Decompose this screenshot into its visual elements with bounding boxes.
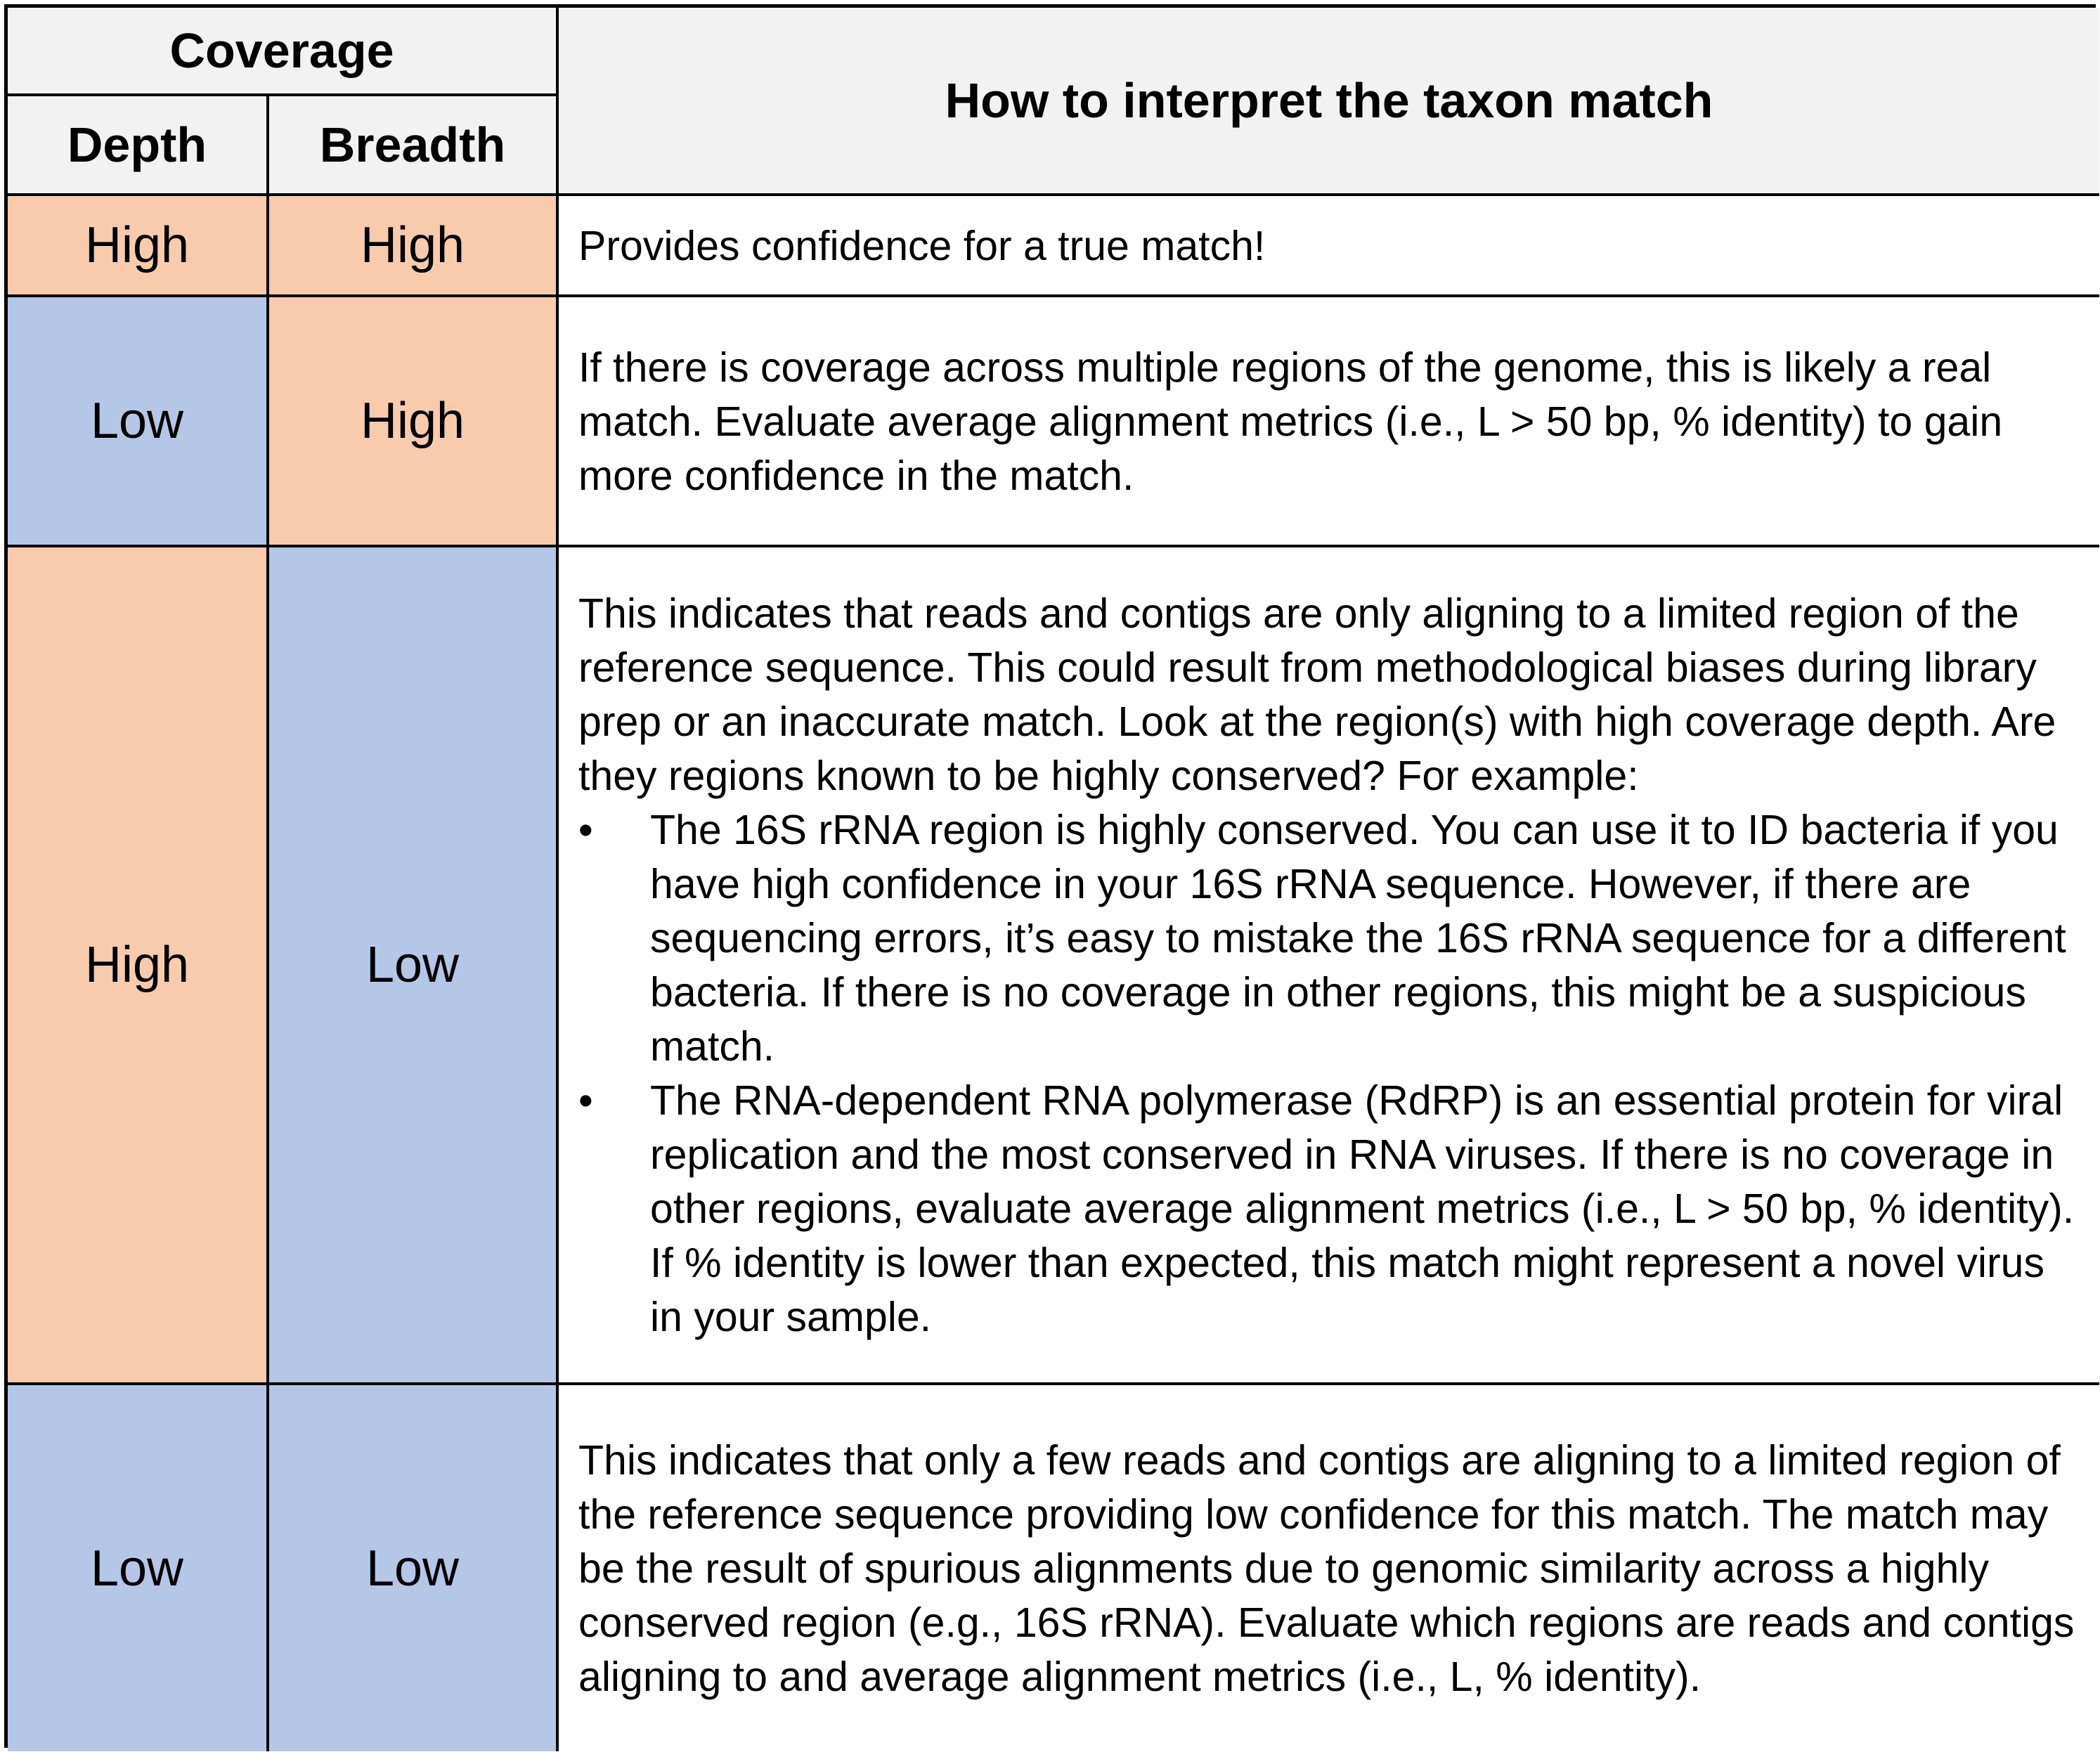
- interpretation-cell: If there is coverage across multiple reg…: [559, 297, 2099, 547]
- list-item: • The 16S rRNA region is highly conserved…: [578, 803, 2082, 1074]
- breadth-cell: High: [269, 196, 559, 297]
- breadth-cell: Low: [269, 547, 559, 1385]
- depth-cell: High: [8, 196, 269, 297]
- bullet-icon: •: [578, 1077, 593, 1124]
- interpretation-header: How to interpret the taxon match: [559, 8, 2099, 196]
- depth-cell: High: [8, 547, 269, 1385]
- example-list: • The 16S rRNA region is highly conserved…: [578, 803, 2082, 1344]
- interpretation-text: Provides confidence for a true match!: [578, 222, 1266, 269]
- list-item-text: The 16S rRNA region is highly conserved.…: [650, 807, 2066, 1070]
- interpretation-cell: This indicates that only a few reads and…: [559, 1385, 2099, 1751]
- depth-cell: Low: [8, 1385, 269, 1751]
- coverage-header: Coverage: [8, 8, 559, 96]
- coverage-interpretation-table: Coverage How to interpret the taxon matc…: [4, 4, 2099, 1751]
- interpretation-text: If there is coverage across multiple reg…: [578, 344, 2003, 499]
- interpretation-cell: Provides confidence for a true match!: [559, 196, 2099, 297]
- list-item-text: The RNA-dependent RNA polymerase (RdRP) …: [650, 1077, 2075, 1340]
- depth-cell: Low: [8, 297, 269, 547]
- breadth-cell: Low: [269, 1385, 559, 1751]
- interpretation-cell: This indicates that reads and contigs ar…: [559, 547, 2099, 1385]
- breadth-header: Breadth: [269, 96, 559, 196]
- bullet-icon: •: [578, 807, 593, 853]
- interpretation-text: This indicates that reads and contigs ar…: [578, 590, 2056, 799]
- interpretation-text: This indicates that only a few reads and…: [578, 1437, 2075, 1700]
- depth-header: Depth: [8, 96, 269, 196]
- list-item: • The RNA-dependent RNA polymerase (RdRP)…: [578, 1074, 2082, 1344]
- breadth-cell: High: [269, 297, 559, 547]
